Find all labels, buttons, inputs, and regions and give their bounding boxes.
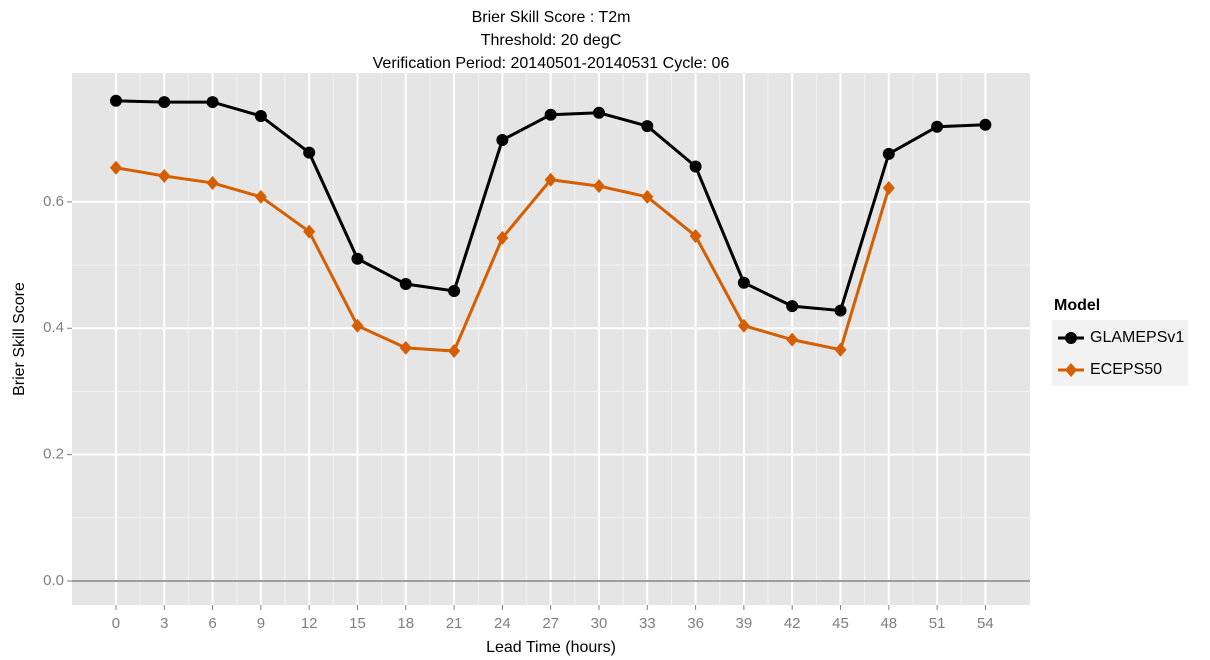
x-tick-label: 54	[977, 615, 994, 632]
chart-subtitle: Threshold: 20 degC	[481, 32, 622, 49]
x-tick-label: 21	[446, 615, 463, 632]
point	[544, 172, 557, 187]
legend-title: Model	[1054, 297, 1100, 314]
point	[303, 224, 316, 239]
point	[834, 304, 847, 317]
chart-subtitle: Verification Period: 20140501-20140531 C…	[373, 55, 730, 72]
x-tick-label: 42	[784, 615, 801, 632]
point	[931, 120, 944, 133]
point	[544, 108, 557, 121]
point	[882, 147, 895, 160]
point	[399, 340, 412, 355]
legend-key-marker	[1065, 332, 1077, 344]
point	[448, 284, 461, 297]
point	[399, 278, 412, 291]
x-tick-label: 9	[257, 615, 265, 632]
x-tick-label: 12	[301, 615, 318, 632]
point	[737, 318, 750, 333]
x-tick-label: 36	[687, 615, 704, 632]
point	[109, 94, 122, 107]
point	[351, 252, 364, 265]
point	[689, 229, 702, 244]
y-tick-label: 0.0	[43, 572, 64, 589]
point	[351, 318, 364, 333]
y-tick-label: 0.6	[43, 193, 64, 210]
x-tick-label: 6	[208, 615, 216, 632]
x-tick-label: 27	[542, 615, 559, 632]
point	[979, 118, 992, 131]
point	[689, 160, 702, 173]
x-tick-label: 45	[832, 615, 849, 632]
point	[206, 96, 219, 109]
point	[254, 109, 267, 122]
point	[496, 133, 509, 146]
point	[206, 175, 219, 190]
y-tick-label: 0.2	[43, 446, 64, 463]
point	[641, 120, 654, 133]
legend-box	[1052, 320, 1188, 386]
x-axis-label: Lead Time (hours)	[486, 639, 616, 656]
point	[158, 96, 171, 109]
point	[254, 189, 267, 204]
point	[303, 146, 316, 159]
legend-key-marker	[1065, 363, 1077, 377]
x-tick-label: 33	[639, 615, 656, 632]
x-tick-label: 48	[880, 615, 897, 632]
point	[882, 180, 895, 195]
chart-title: Brier Skill Score : T2m	[472, 9, 631, 26]
x-tick-label: 3	[160, 615, 168, 632]
point	[592, 179, 605, 194]
legend-label: GLAMEPSv1	[1090, 329, 1184, 346]
point	[834, 342, 847, 357]
x-tick-label: 0	[112, 615, 120, 632]
x-tick-label: 30	[591, 615, 608, 632]
x-tick-label: 51	[929, 615, 946, 632]
point	[158, 168, 171, 183]
y-axis-label: Brier Skill Score	[11, 282, 28, 396]
point	[786, 332, 799, 347]
x-tick-label: 18	[397, 615, 414, 632]
y-tick-label: 0.4	[43, 319, 64, 336]
point	[737, 276, 750, 289]
point	[448, 344, 461, 359]
point	[786, 300, 799, 313]
x-tick-label: 24	[494, 615, 511, 632]
point	[496, 230, 509, 245]
point	[109, 160, 122, 175]
point	[592, 106, 605, 119]
point	[641, 189, 654, 204]
legend-label: ECEPS50	[1090, 361, 1162, 378]
x-tick-label: 15	[349, 615, 366, 632]
x-tick-label: 39	[736, 615, 753, 632]
